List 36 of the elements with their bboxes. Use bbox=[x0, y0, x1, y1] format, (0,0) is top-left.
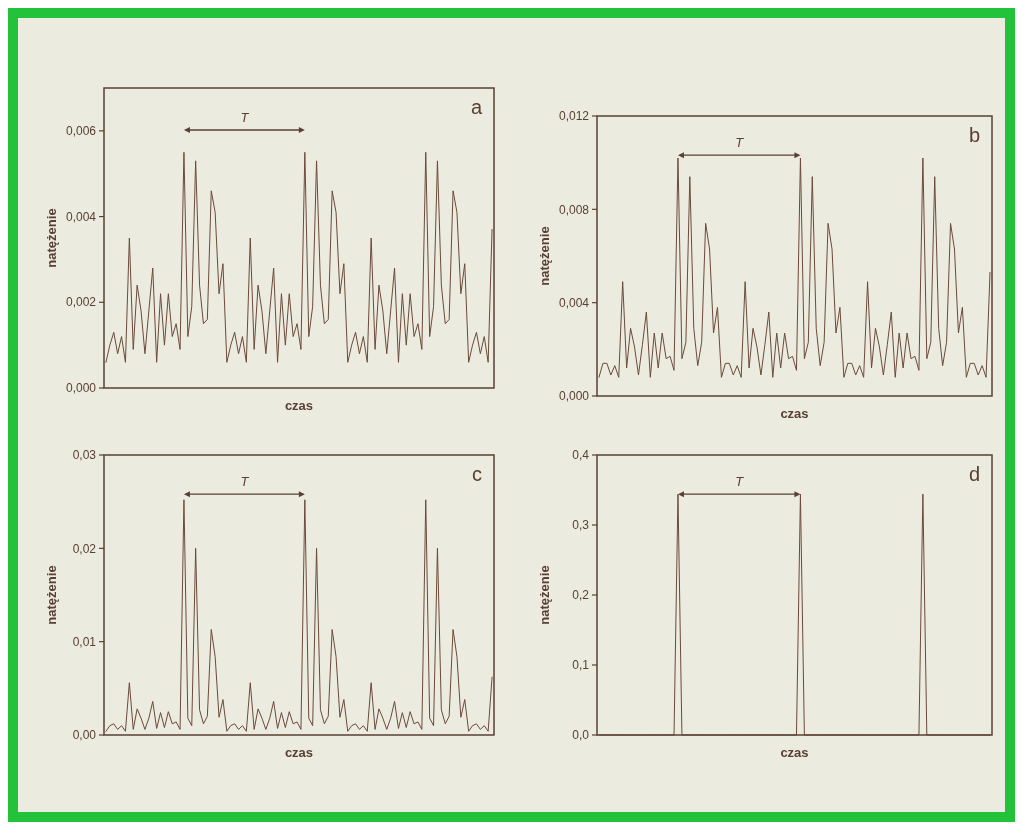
annotation: a bbox=[470, 96, 483, 118]
x-axis-title: czas bbox=[284, 398, 314, 413]
y-tick-label: 0,4 bbox=[572, 448, 590, 463]
line-series bbox=[105, 151, 493, 363]
annotation: b bbox=[968, 124, 980, 146]
annotation: T bbox=[735, 474, 745, 490]
line-series bbox=[598, 157, 991, 378]
annotation: d bbox=[968, 463, 980, 485]
x-axis-title: czas bbox=[780, 745, 809, 760]
y-tick-label: 0,00 bbox=[72, 728, 97, 743]
y-tick-label: 0,1 bbox=[572, 658, 590, 673]
annotation: T bbox=[735, 135, 745, 151]
y-axis-title: natężenie bbox=[537, 226, 552, 286]
y-tick-label: 0,004 bbox=[65, 209, 97, 224]
y-tick-label: 0,006 bbox=[65, 124, 97, 139]
y-tick-label: 0,03 bbox=[72, 448, 97, 463]
y-tick-label: 0,2 bbox=[572, 588, 590, 603]
y-tick-label: 0,008 bbox=[558, 202, 590, 217]
annotation: T bbox=[240, 474, 250, 490]
y-tick-label: 0,000 bbox=[558, 389, 590, 404]
annotation: c bbox=[472, 463, 482, 485]
y-axis-title: natężenie bbox=[44, 565, 59, 625]
y-tick-label: 0,012 bbox=[558, 109, 590, 124]
annotation: T bbox=[240, 110, 250, 125]
y-tick-label: 0,002 bbox=[65, 295, 97, 310]
y-tick-label: 0,01 bbox=[72, 634, 97, 649]
x-axis-title: czas bbox=[780, 406, 809, 421]
y-axis-title: natężenie bbox=[537, 565, 552, 625]
y-axis-title: natężenie bbox=[44, 208, 59, 268]
x-axis-title: czas bbox=[284, 745, 314, 760]
y-tick-label: 0,3 bbox=[572, 518, 590, 533]
y-tick-label: 0,0 bbox=[572, 728, 590, 743]
y-tick-label: 0,02 bbox=[72, 541, 97, 556]
y-tick-label: 0,004 bbox=[558, 295, 590, 310]
line-series bbox=[105, 499, 493, 732]
y-tick-label: 0,000 bbox=[65, 381, 97, 396]
